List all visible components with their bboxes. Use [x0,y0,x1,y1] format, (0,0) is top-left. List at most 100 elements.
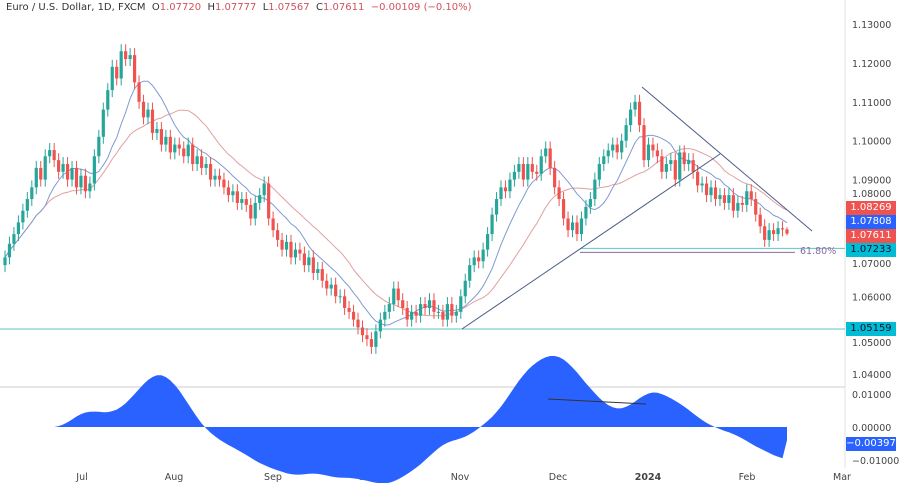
candle-body [637,101,642,126]
candle-body [231,191,235,196]
candle-body [749,191,753,200]
candle-body [450,304,454,316]
candle-body [52,150,56,161]
price-label-ma-fast: 1.07808 [846,215,896,229]
candle-body [642,125,646,161]
candle-body [249,204,253,219]
candle-body [97,136,101,157]
candle-body [655,150,660,157]
candle-body [606,150,610,157]
candle-body [365,335,369,340]
x-tick: Jul [75,472,87,483]
candle-body [191,144,195,165]
x-tick: Mar [833,472,851,483]
candle-body [132,55,137,83]
x-tick: Feb [739,472,756,483]
candle-body [70,167,74,180]
candle-body [240,199,244,203]
candle-body [526,164,530,180]
candle-body [405,307,409,320]
candle-body [351,311,356,320]
candle-body [387,304,391,312]
candle-body [432,300,436,312]
candle-body [369,339,374,347]
candle-body [481,249,485,262]
oscillator-area [5,356,787,483]
candle-body [65,164,70,180]
candle-body [615,144,619,153]
candle-body [776,228,780,235]
price-label-ma-slow: 1.08269 [846,201,896,215]
candle-body [159,129,163,145]
candle-body [682,152,686,165]
candle-body [593,179,597,200]
candle-body [530,164,534,172]
x-tick: 2024 [635,472,662,483]
candle-body [150,109,155,133]
x-tick: Dec [549,472,567,483]
candle-body [141,101,146,118]
candle-body [678,152,682,180]
price-tick: 1.12000 [852,59,891,70]
candle-body [660,156,664,172]
candle-body [709,187,713,196]
candle-body [137,82,141,102]
candle-body [3,257,7,266]
candle-body [624,125,628,141]
candle-body [508,179,512,192]
candle-body [651,144,655,151]
candle-body [436,311,441,313]
candle-body [244,199,248,205]
price-label-low-support: 1.05159 [846,322,896,336]
candle-body [106,90,110,110]
candle-body [213,175,217,180]
candle-body [275,230,280,240]
candle-body [128,55,132,60]
price-tick: 1.04000 [852,370,891,381]
candle-body [195,156,199,165]
candle-body [48,150,52,157]
candle-body [347,307,351,312]
high-prefix: H [207,2,215,13]
candle-body [253,202,257,219]
candle-body [477,257,481,262]
chart-header: Euro / U.S. Dollar, 1D, FXCM O1.07720 H1… [6,2,472,13]
candle-body [517,164,521,172]
candle-body [101,109,105,137]
candle-body [718,195,722,200]
candle-body [771,230,776,235]
osc-tick: 0.00000 [852,423,891,434]
candle-body [731,195,735,211]
candle-body [298,249,302,254]
candle-body [226,187,231,196]
candle-body [7,243,12,258]
candle-body [620,140,624,153]
candle-body [88,183,92,192]
price-tick: 1.06000 [852,292,891,303]
candle-body [468,265,472,281]
candle-body [25,199,29,211]
candle-body [633,101,637,110]
candle-body [39,167,43,180]
candle-body [673,160,677,180]
candle-body [316,269,320,273]
candle-body [311,257,315,273]
candle-body [570,222,575,231]
candle-body [410,311,414,320]
candle-body [548,148,552,168]
candle-body [110,66,114,91]
candle-body [512,171,517,180]
candle-body [575,222,579,235]
candle-body [713,187,718,200]
descending-trendline [641,86,813,232]
close-prefix: C [315,2,323,13]
candle-body [186,144,190,157]
candle-body [284,241,289,250]
candle-body [302,253,306,266]
x-tick: Aug [165,472,184,483]
price-tick: 1.10000 [852,137,891,148]
candle-body [262,183,266,196]
candle-body [664,164,668,172]
x-tick: Sep [264,472,282,483]
